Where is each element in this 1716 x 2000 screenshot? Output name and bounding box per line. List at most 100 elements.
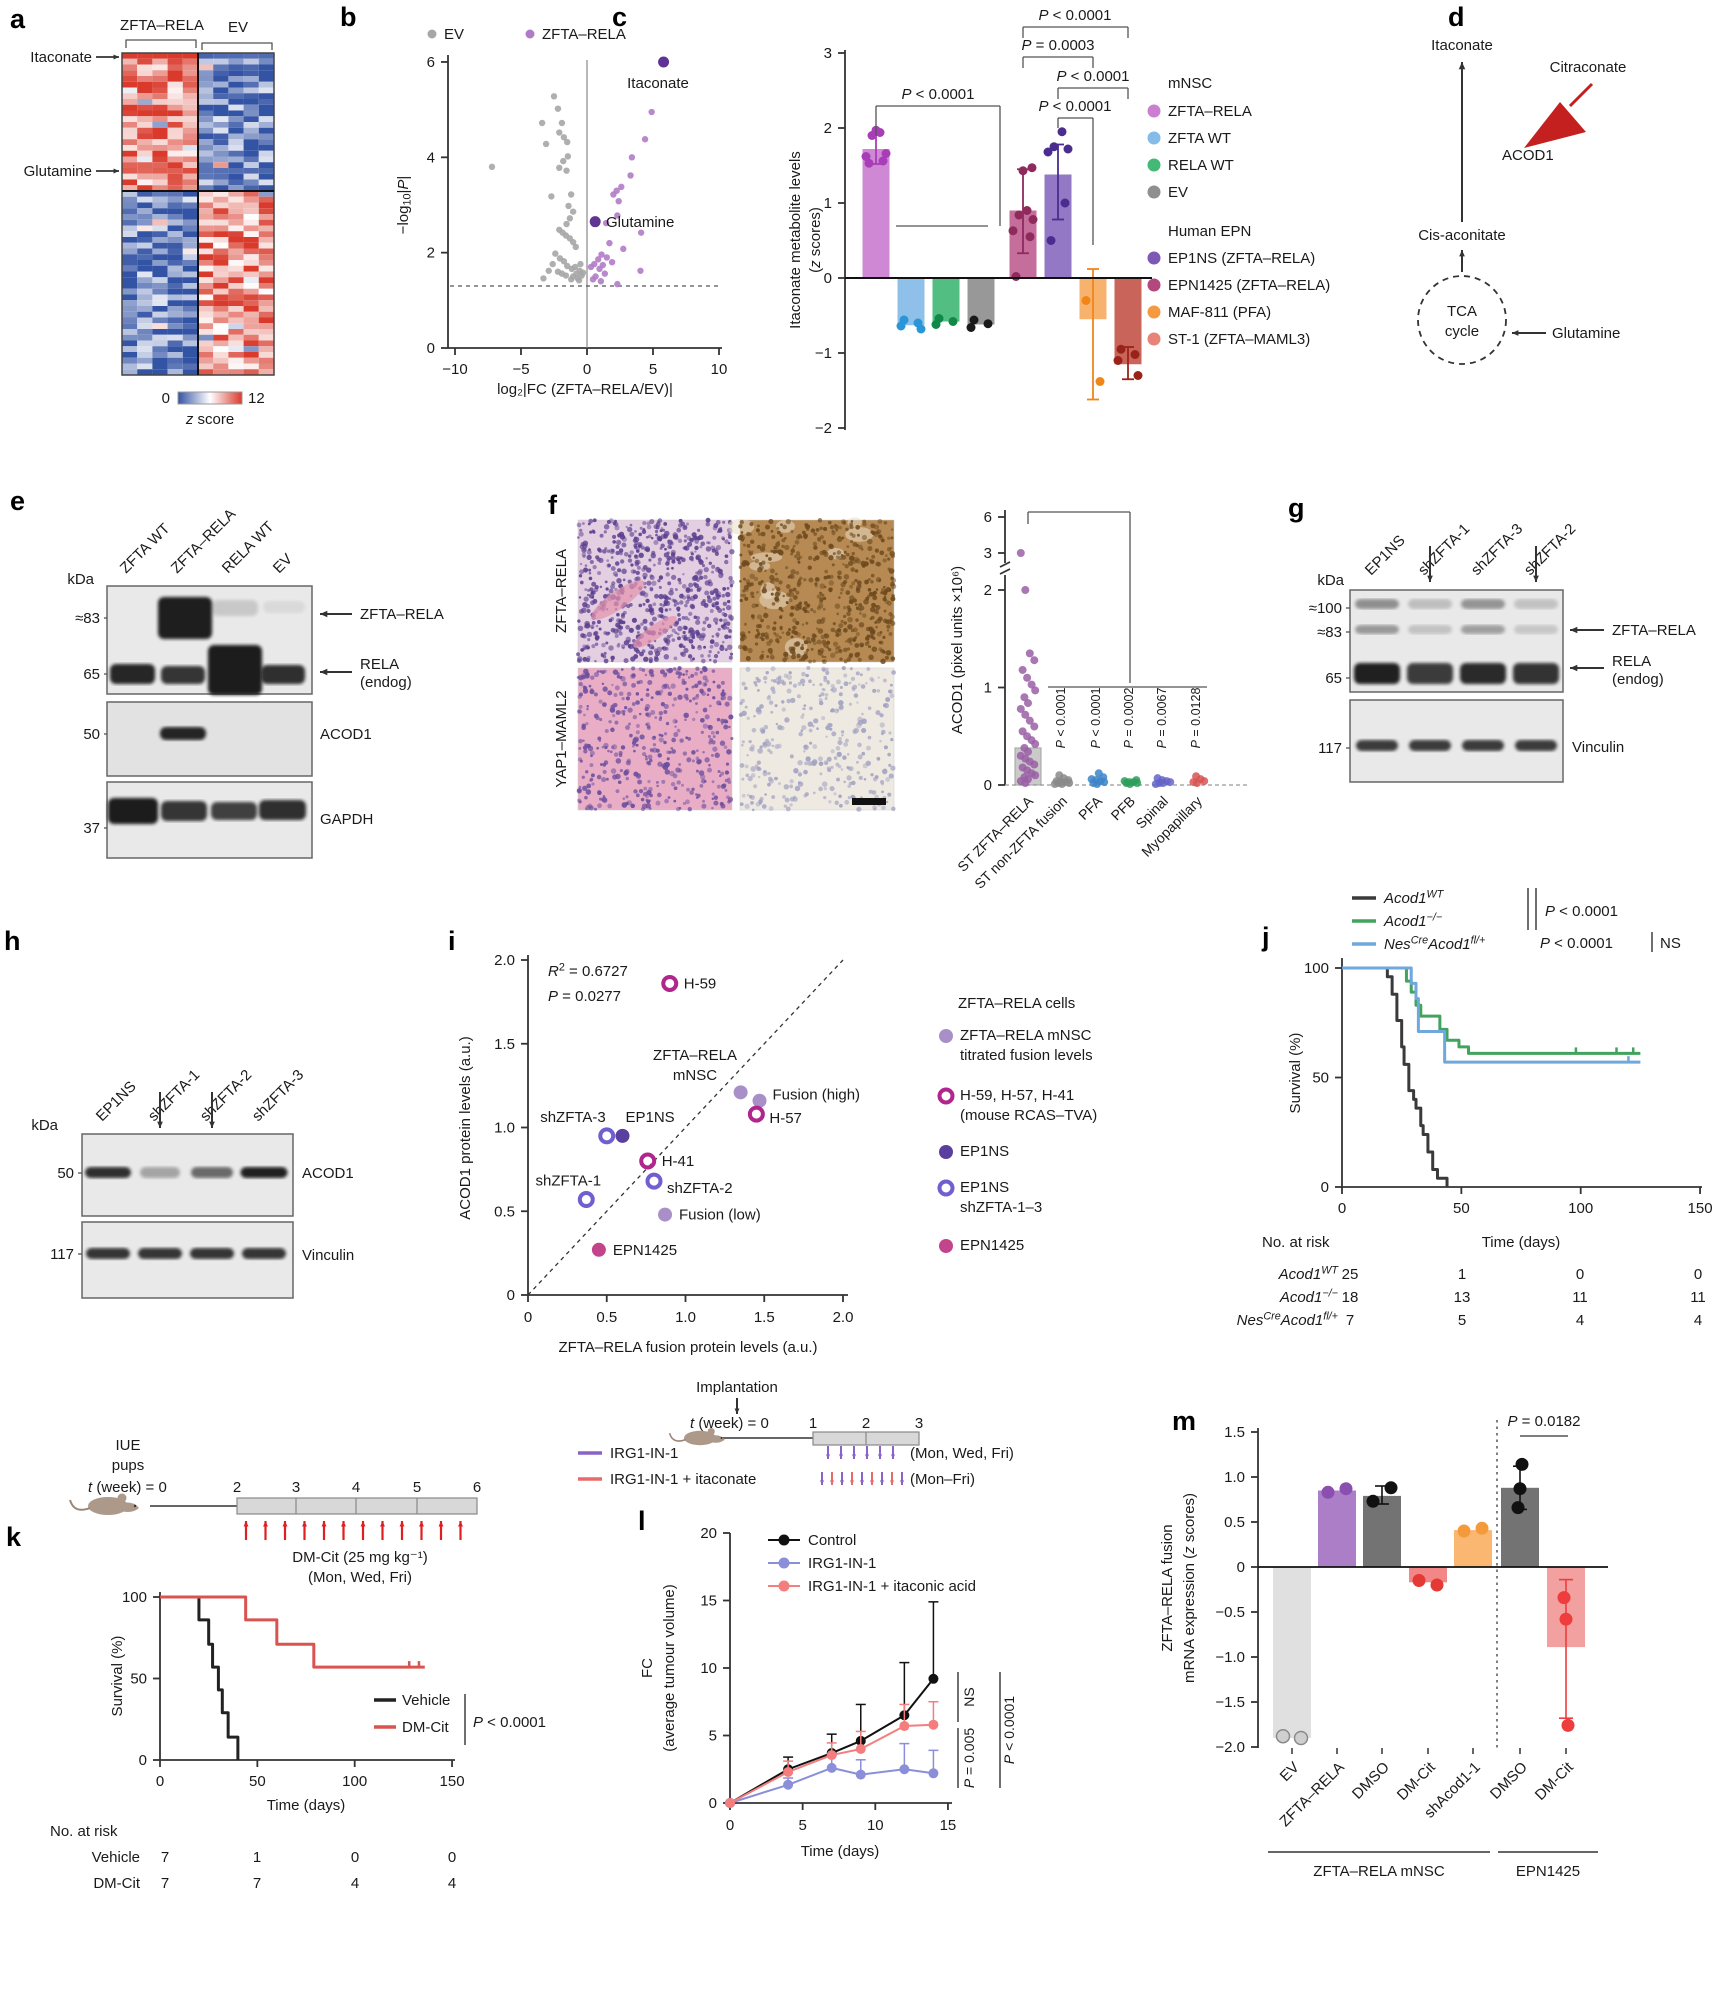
svg-text:Fusion (low): Fusion (low) [679, 1207, 761, 1224]
svg-text:Vinculin: Vinculin [302, 1247, 354, 1264]
svg-text:Control: Control [808, 1532, 856, 1549]
svg-text:0: 0 [507, 1287, 515, 1304]
svg-text:0.5: 0.5 [596, 1309, 617, 1326]
svg-text:1: 1 [1458, 1266, 1466, 1283]
panel-c-bars: 3 2 1 0 −1 −2 P < 0.0001 P < 0.0001 P = 0.0003 P … [787, 7, 1330, 437]
svg-text:50: 50 [83, 726, 100, 743]
svg-text:ZFTA–RELA: ZFTA–RELA [553, 549, 570, 633]
panel-e-label: e [10, 486, 26, 516]
svg-text:t (week) = 0: t (week) = 0 [690, 1415, 769, 1432]
svg-text:2: 2 [984, 582, 992, 599]
svg-text:P < 0.0001: P < 0.0001 [1039, 7, 1112, 24]
panel-d-label: d [1448, 2, 1465, 32]
svg-text:0: 0 [427, 340, 435, 357]
svg-text:H-59, H-57, H-41: H-59, H-57, H-41 [960, 1087, 1074, 1104]
svg-text:R2 = 0.6727: R2 = 0.6727 [548, 961, 628, 980]
svg-text:100: 100 [342, 1773, 367, 1790]
svg-text:EP1NS: EP1NS [960, 1179, 1009, 1196]
svg-text:Survival (%): Survival (%) [1287, 1033, 1304, 1114]
svg-text:Acod1WT: Acod1WT [1383, 888, 1445, 907]
svg-text:ACOD1: ACOD1 [302, 1165, 354, 1182]
svg-text:0: 0 [351, 1849, 359, 1866]
svg-text:50: 50 [57, 1165, 74, 1182]
svg-text:ACOD1 protein levels (a.u.): ACOD1 protein levels (a.u.) [457, 1036, 474, 1219]
panel-j-label: j [1262, 922, 1270, 952]
svg-text:Time (days): Time (days) [267, 1797, 346, 1814]
svg-text:z score: z score [185, 411, 234, 428]
svg-text:EV: EV [444, 26, 464, 43]
svg-text:4: 4 [1694, 1312, 1702, 1329]
svg-text:4: 4 [448, 1875, 456, 1892]
svg-text:IRG1-IN-1: IRG1-IN-1 [610, 1445, 678, 1462]
svg-text:13: 13 [1454, 1289, 1471, 1306]
svg-text:ZFTA–RELA: ZFTA–RELA [1168, 103, 1252, 120]
panel-k-label: k [6, 1522, 22, 1552]
svg-text:ZFTA WT: ZFTA WT [1168, 130, 1231, 147]
svg-text:150: 150 [1688, 1200, 1713, 1217]
svg-text:0: 0 [156, 1773, 164, 1790]
svg-text:EP1NS: EP1NS [93, 1078, 140, 1125]
svg-text:ACOD1: ACOD1 [320, 726, 372, 743]
svg-text:(Mon, Wed, Fri): (Mon, Wed, Fri) [910, 1445, 1014, 1462]
svg-text:Itaconate: Itaconate [627, 75, 689, 92]
svg-text:shZFTA-3: shZFTA-3 [1468, 520, 1526, 578]
svg-text:−1.0: −1.0 [1215, 1649, 1245, 1666]
svg-text:shZFTA-1: shZFTA-1 [145, 1066, 203, 1124]
svg-text:RELA: RELA [360, 656, 399, 673]
svg-text:7: 7 [253, 1875, 261, 1892]
svg-text:P < 0.0001: P < 0.0001 [1540, 935, 1613, 952]
svg-text:ZFTA–RELA: ZFTA–RELA [653, 1047, 737, 1064]
svg-text:(endog): (endog) [1612, 671, 1664, 688]
svg-text:DM-Cit (25 mg kg⁻¹): DM-Cit (25 mg kg⁻¹) [292, 1549, 427, 1566]
svg-text:5: 5 [649, 361, 657, 378]
panel-b-volcano: EV ZFTA–RELA 0 2 4 6 −10 −5 0 5 10 Itaconate Glutami… [395, 26, 727, 398]
svg-text:H-59: H-59 [684, 975, 717, 992]
svg-text:NesCreAcod1fl/+: NesCreAcod1fl/+ [1384, 934, 1485, 953]
svg-text:0: 0 [139, 1752, 147, 1769]
svg-text:P = 0.0067: P = 0.0067 [1155, 688, 1169, 749]
svg-text:(endog): (endog) [360, 674, 412, 691]
svg-text:6: 6 [473, 1479, 481, 1496]
svg-text:0: 0 [162, 390, 170, 407]
svg-text:−log10|P|: −log10|P| [395, 176, 414, 235]
svg-text:ST-1 (ZFTA–MAML3): ST-1 (ZFTA–MAML3) [1168, 331, 1310, 348]
svg-text:1.5: 1.5 [754, 1309, 775, 1326]
svg-text:YAP1–MAML2: YAP1–MAML2 [553, 690, 570, 787]
svg-text:Survival (%): Survival (%) [109, 1636, 126, 1717]
svg-text:Time (days): Time (days) [801, 1843, 880, 1860]
svg-text:P = 0.0277: P = 0.0277 [548, 988, 621, 1005]
svg-text:2.0: 2.0 [833, 1309, 854, 1326]
svg-text:65: 65 [1325, 670, 1342, 687]
svg-text:Fusion (high): Fusion (high) [773, 1087, 861, 1104]
svg-text:EV: EV [1168, 184, 1188, 201]
svg-text:shZFTA-1: shZFTA-1 [1415, 520, 1473, 578]
svg-text:50: 50 [130, 1671, 147, 1688]
svg-text:1.0: 1.0 [1224, 1469, 1245, 1486]
svg-text:2.0: 2.0 [494, 952, 515, 969]
svg-text:ZFTA WT: ZFTA WT [117, 520, 174, 577]
svg-text:−0.5: −0.5 [1215, 1604, 1245, 1621]
svg-text:IRG1-IN-1 + itaconate: IRG1-IN-1 + itaconate [610, 1471, 756, 1488]
svg-text:P < 0.0001: P < 0.0001 [902, 86, 975, 103]
panel-a-label: a [10, 4, 26, 34]
svg-text:mNSC: mNSC [1168, 75, 1212, 92]
svg-text:NS: NS [961, 1687, 977, 1706]
svg-text:Glutamine: Glutamine [606, 214, 674, 231]
svg-text:2: 2 [824, 120, 832, 137]
svg-text:RELA WT: RELA WT [1168, 157, 1234, 174]
svg-text:11: 11 [1572, 1289, 1588, 1306]
svg-text:≈100: ≈100 [1309, 600, 1342, 617]
svg-text:−2: −2 [815, 420, 832, 437]
svg-text:P < 0.0001: P < 0.0001 [1057, 68, 1130, 85]
svg-text:4: 4 [351, 1875, 359, 1892]
svg-text:kDa: kDa [1317, 572, 1344, 589]
svg-text:DM-Cit: DM-Cit [1532, 1758, 1578, 1804]
svg-text:DMSO: DMSO [1349, 1759, 1393, 1803]
svg-text:log₂|FC (ZFTA–RELA/EV)|: log₂|FC (ZFTA–RELA/EV)| [497, 381, 673, 398]
svg-text:Cis-aconitate: Cis-aconitate [1418, 227, 1506, 244]
svg-text:6: 6 [427, 54, 435, 71]
svg-text:EV: EV [228, 19, 248, 36]
